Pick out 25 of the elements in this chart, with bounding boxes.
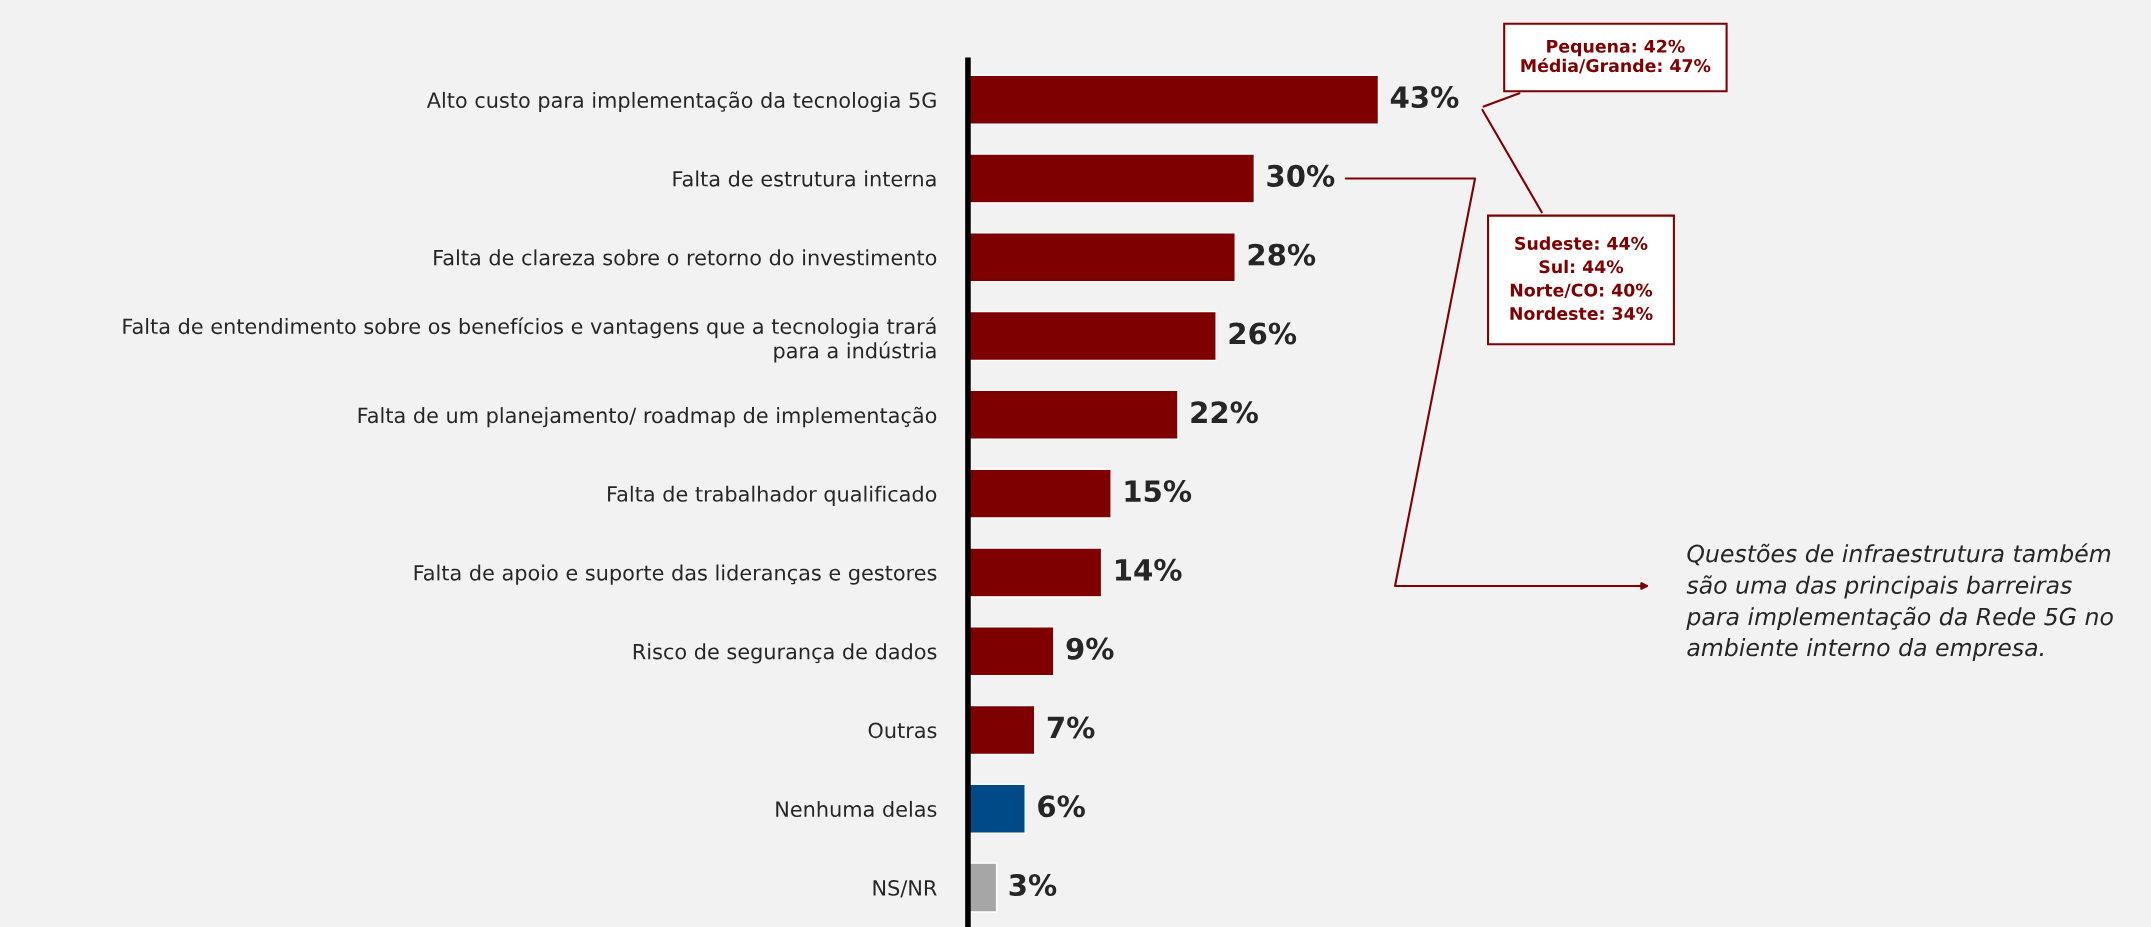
y-tick-label: Falta de apoio e suporte das lideranças e gestores — [414, 564, 937, 585]
y-tick-label: NS/NR — [873, 880, 937, 898]
y-tick-label: Falta de estrutura interna — [673, 170, 936, 187]
data-label: 15% — [1125, 480, 1192, 503]
y-tick-label: Nenhuma delas — [776, 800, 937, 818]
y-tick-label: Falta de clareza sobre o retorno do investimento — [434, 249, 937, 266]
text: Pequena: 42% Média/Grande: 47% — [1521, 39, 1711, 74]
y-tick-label: Falta de entendimento sobre os benefícios e vantagens que a tecnologia trará para a indústria — [123, 317, 936, 363]
text: Sudeste: 44% Sul: 44% Norte/CO: 40% Nordeste: 34% — [1510, 236, 1653, 321]
data-label: 43% — [1390, 86, 1459, 109]
data-label: 6% — [1038, 795, 1085, 818]
y-tick-label: Falta de trabalhador qualificado — [608, 485, 937, 506]
data-label: 14% — [1116, 558, 1182, 581]
data-label: 3% — [1009, 874, 1057, 897]
data-label: 22% — [1191, 401, 1258, 424]
y-tick-label: Alto custo para implementação da tecnologia 5G — [426, 91, 936, 113]
data-label: 7% — [1047, 716, 1095, 739]
y-tick-label: Falta de um planejamento/ roadmap de implementação — [358, 406, 937, 428]
data-label: 9% — [1066, 637, 1114, 660]
data-label: 26% — [1229, 322, 1297, 345]
data-label: 28% — [1248, 243, 1316, 266]
text: Questões de infraestrutura também são uma das principais barreiras para implementação da Rede 5G no ambiente interno da empresa. — [1686, 543, 2113, 661]
data-label: 30% — [1267, 164, 1335, 187]
y-tick-label: Risco de segurança de dados — [633, 643, 937, 664]
y-tick-label: Outras — [868, 722, 937, 739]
